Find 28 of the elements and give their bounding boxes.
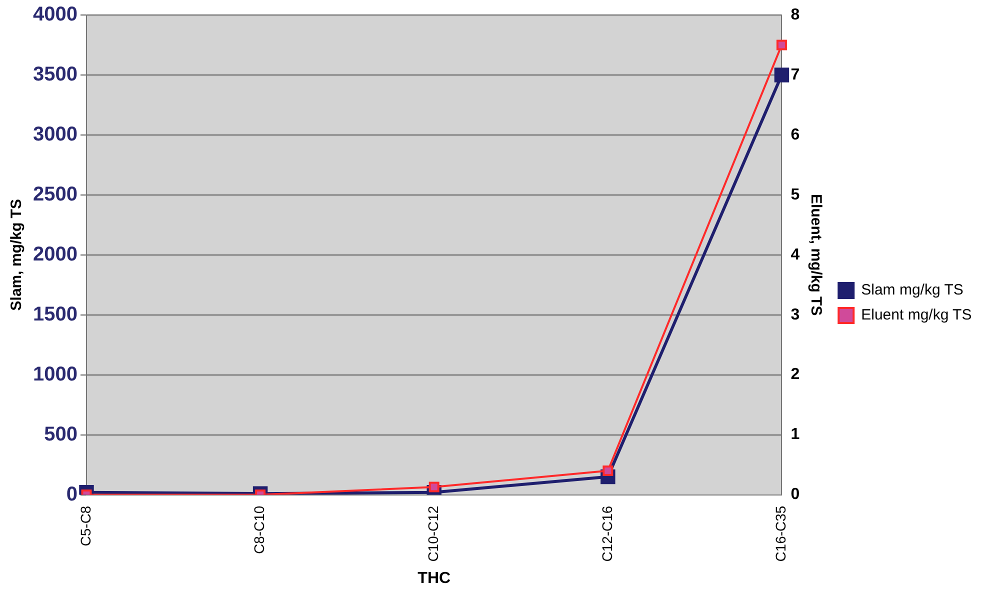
x-tick-label: C8-C10 <box>251 506 268 554</box>
x-tick-label: C5-C8 <box>77 506 94 546</box>
y-tick-label: 2500 <box>32 183 78 206</box>
x-tick-label: C12-C16 <box>598 506 615 562</box>
y2-axis-title: Eluent, mg/kg TS <box>807 194 824 316</box>
y2-tick-label: 8 <box>790 6 800 24</box>
y-tick-label: 0 <box>66 483 78 506</box>
x-tick-label: C16-C35 <box>772 506 789 562</box>
y2-tick-label: 2 <box>790 366 800 384</box>
y2-tick-label: 3 <box>790 306 800 324</box>
y2-tick-label: 7 <box>790 66 800 84</box>
y-tick-label: 500 <box>44 423 78 446</box>
y2-tick-label: 0 <box>790 486 800 504</box>
y-tick-label: 2000 <box>32 243 78 266</box>
y-tick-label: 1000 <box>32 363 78 386</box>
y2-tick-label: 1 <box>790 426 800 444</box>
y-tick-label: 4000 <box>32 4 78 26</box>
y-tick-label: 1500 <box>32 303 78 326</box>
y-tick-label: 3500 <box>32 63 78 86</box>
y-tick-label: 3000 <box>32 123 78 146</box>
y2-tick-label: 5 <box>790 186 800 204</box>
y2-tick-label: 6 <box>790 126 800 144</box>
legend-label: Slam mg/kg TS <box>861 282 964 299</box>
y2-tick-label: 4 <box>790 246 800 264</box>
x-tick-label: C10-C12 <box>424 506 441 562</box>
legend-label: Eluent mg/kg TS <box>861 306 972 324</box>
y-axis-title: Slam, mg/kg TS <box>8 199 26 311</box>
x-axis-title: THC <box>418 570 451 587</box>
